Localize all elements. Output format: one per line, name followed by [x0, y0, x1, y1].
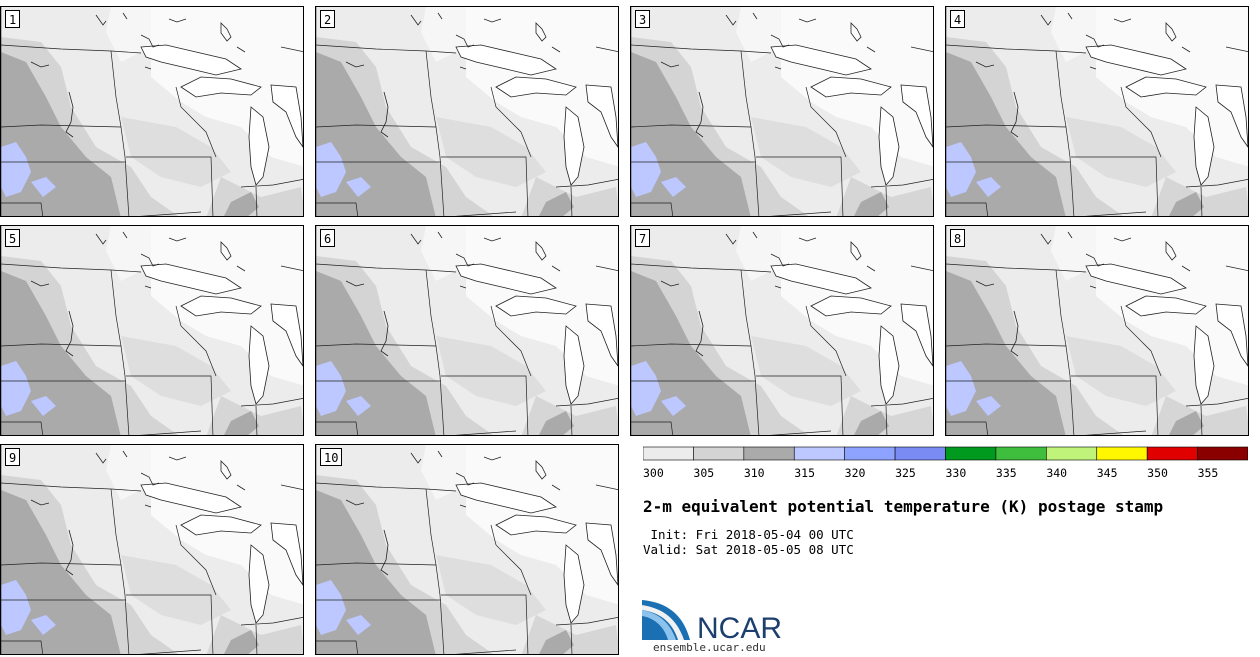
stamp-panel-3: 3	[630, 6, 934, 217]
colorbar-tick-label: 320	[845, 466, 866, 480]
colorbar-swatch	[1046, 446, 1098, 461]
panel-number: 6	[320, 229, 336, 247]
panel-number: 4	[950, 10, 966, 28]
colorbar-tick-label: 355	[1198, 466, 1219, 480]
stamp-panel-7: 7	[630, 225, 934, 436]
stamp-panel-2: 2	[315, 6, 619, 217]
colorbar-swatch	[643, 446, 694, 461]
colorbar-tick-label: 335	[996, 466, 1017, 480]
panel-number: 2	[320, 10, 336, 28]
stamp-map-6	[316, 226, 618, 435]
stamp-map-5	[1, 226, 303, 435]
colorbar-tick-label: 315	[794, 466, 815, 480]
colorbar-swatch	[743, 446, 795, 461]
panel-number: 10	[320, 448, 343, 466]
panel-number: 1	[5, 10, 21, 28]
panel-number: 5	[5, 229, 21, 247]
ncar-logo-text: NCAR	[697, 612, 782, 644]
stamp-panel-4: 4	[945, 6, 1249, 217]
colorbar-tick-label: 340	[1046, 466, 1067, 480]
colorbar-swatch	[1197, 446, 1248, 461]
stamp-map-9	[1, 445, 303, 654]
colorbar-tick-label: 330	[946, 466, 967, 480]
colorbar-tick-label: 300	[643, 466, 664, 480]
chart-title: 2-m equivalent potential temperature (K)…	[643, 497, 1164, 516]
colorbar-swatch	[693, 446, 745, 461]
panel-number: 3	[635, 10, 651, 28]
stamp-map-3	[631, 7, 933, 216]
stamp-map-10	[316, 445, 618, 654]
stamp-panel-6: 6	[315, 225, 619, 436]
colorbar-swatch	[1146, 446, 1198, 461]
panel-number: 7	[635, 229, 651, 247]
stamp-map-2	[316, 7, 618, 216]
colorbar: 300 305 310 315 320 325 330 335 340 345 350 355	[643, 446, 1248, 480]
colorbar-swatch	[1096, 446, 1148, 461]
panel-number: 9	[5, 448, 21, 466]
colorbar-swatch	[844, 446, 896, 461]
colorbar-tick-label: 345	[1097, 466, 1118, 480]
stamp-panel-9: 9	[0, 444, 304, 655]
stamp-map-8	[946, 226, 1248, 435]
colorbar-tick-label: 350	[1147, 466, 1168, 480]
ncar-logo: NCAR	[642, 600, 782, 644]
stamp-panel-1: 1	[0, 6, 304, 217]
stamp-map-7	[631, 226, 933, 435]
colorbar-tick-label: 310	[744, 466, 765, 480]
stamp-panel-8: 8	[945, 225, 1249, 436]
stamp-panel-5: 5	[0, 225, 304, 436]
init-time: Init: Fri 2018-05-04 00 UTC	[643, 527, 854, 542]
panel-number: 8	[950, 229, 966, 247]
colorbar-tick-label: 325	[895, 466, 916, 480]
colorbar-swatch	[793, 446, 845, 461]
valid-time: Valid: Sat 2018-05-05 08 UTC	[643, 542, 854, 557]
colorbar-tick-label: 305	[693, 466, 714, 480]
colorbar-swatch	[894, 446, 946, 461]
stamp-panel-10: 10	[315, 444, 619, 655]
colorbar-swatch	[945, 446, 997, 461]
stamp-map-1	[1, 7, 303, 216]
stamp-map-4	[946, 7, 1248, 216]
colorbar-swatch	[995, 446, 1047, 461]
source-url[interactable]: ensemble.ucar.edu	[653, 641, 766, 654]
